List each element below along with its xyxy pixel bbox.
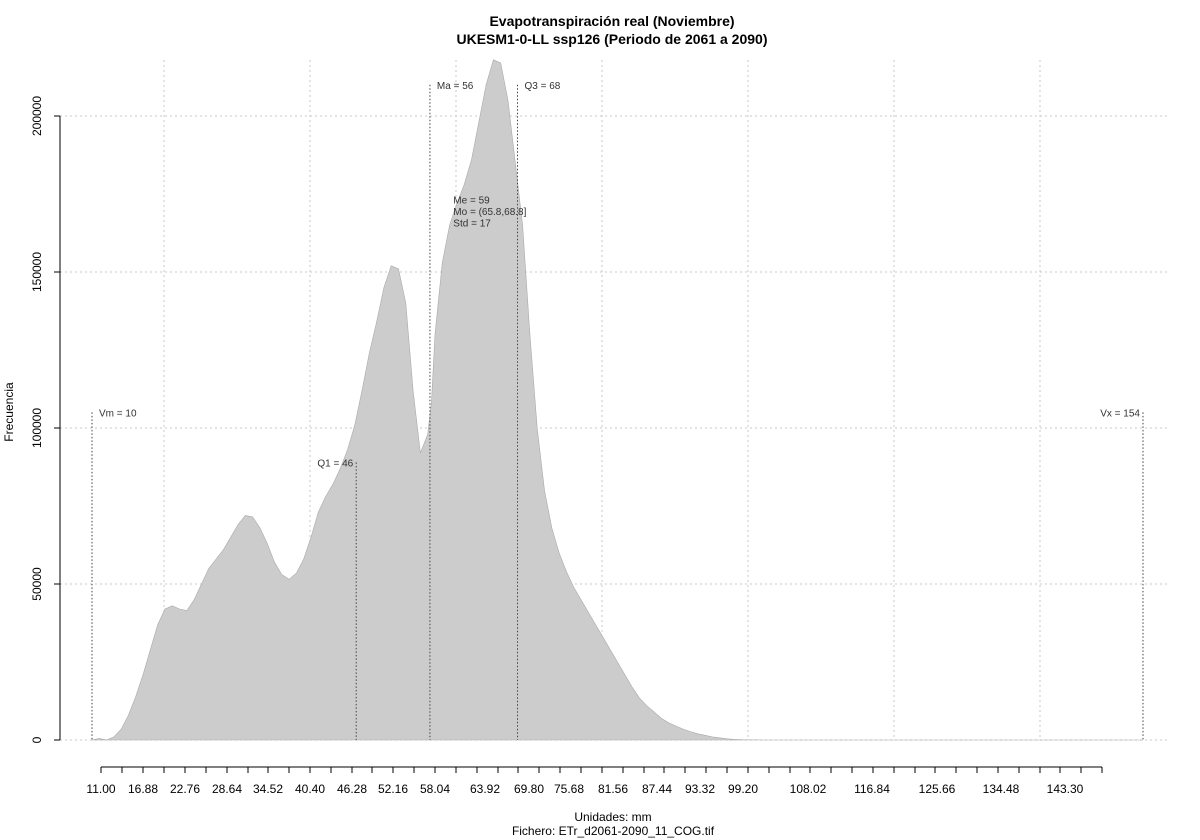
annotation-lines: Vm = 10 Q1 = 46 Ma = 56 Q3 = 68 Vx = 154 <box>91 81 1144 740</box>
y-tick-label: 200000 <box>30 96 44 136</box>
area-series <box>91 59 1143 741</box>
y-tick-label: 0 <box>30 736 44 743</box>
annotation-label: Vx = 154 <box>1100 408 1140 419</box>
stats-line: Mo = (65.8,68.8] <box>453 207 526 218</box>
x-tick-label: 93.32 <box>685 782 715 796</box>
x-tick-label: 116.84 <box>854 782 890 796</box>
x-tick-label: 75.68 <box>554 782 584 796</box>
x-tick-label: 52.16 <box>378 782 408 796</box>
x-tick-label: 69.80 <box>514 782 544 796</box>
x-tick-label: 40.40 <box>295 782 325 796</box>
y-tick-label: 50000 <box>30 567 44 601</box>
x-tick-label: 125.66 <box>919 782 956 796</box>
x-tick-label: 28.64 <box>212 782 242 796</box>
x-tick-label: 134.48 <box>983 782 1020 796</box>
x-tick-label: 11.00 <box>86 782 115 796</box>
x-axis: 11.00 16.88 22.76 28.64 34.52 40.40 46.28 52.16… <box>86 766 1103 796</box>
x-tick-label: 22.76 <box>170 782 200 796</box>
x-tick-label: 63.92 <box>470 782 500 796</box>
chart-title: Evapotranspiración real (Noviembre) <box>489 13 734 29</box>
x-tick-label: 58.04 <box>420 782 450 796</box>
x-tick-label: 143.30 <box>1047 782 1084 796</box>
annotation-label: Q3 = 68 <box>525 81 561 92</box>
chart-subtitle: UKESM1-0-LL ssp126 (Periodo de 2061 a 20… <box>457 31 768 47</box>
annotation-label: Ma = 56 <box>437 81 474 92</box>
x-tick-label: 108.02 <box>790 782 827 796</box>
x-tick-label: 16.88 <box>128 782 158 796</box>
x-tick-label: 34.52 <box>253 782 283 796</box>
footer-filename: Fichero: ETr_d2061-2090_11_COG.tif <box>512 824 715 838</box>
x-tick-label: 46.28 <box>337 782 367 796</box>
x-tick-label: 99.20 <box>728 782 758 796</box>
y-axis-label: Frecuencia <box>2 382 16 442</box>
stats-line: Me = 59 <box>453 195 490 206</box>
annotation-label: Vm = 10 <box>99 408 137 419</box>
annotation-label: Q1 = 46 <box>317 458 353 469</box>
x-axis-label: Unidades: mm <box>574 810 651 824</box>
x-tick-label: 87.44 <box>642 782 672 796</box>
stats-line: Std = 17 <box>453 218 491 229</box>
x-tick-label: 81.56 <box>598 782 628 796</box>
y-tick-label: 100000 <box>30 408 44 448</box>
y-tick-label: 150000 <box>30 252 44 292</box>
y-axis: 0 50000 100000 150000 200000 <box>30 96 61 743</box>
